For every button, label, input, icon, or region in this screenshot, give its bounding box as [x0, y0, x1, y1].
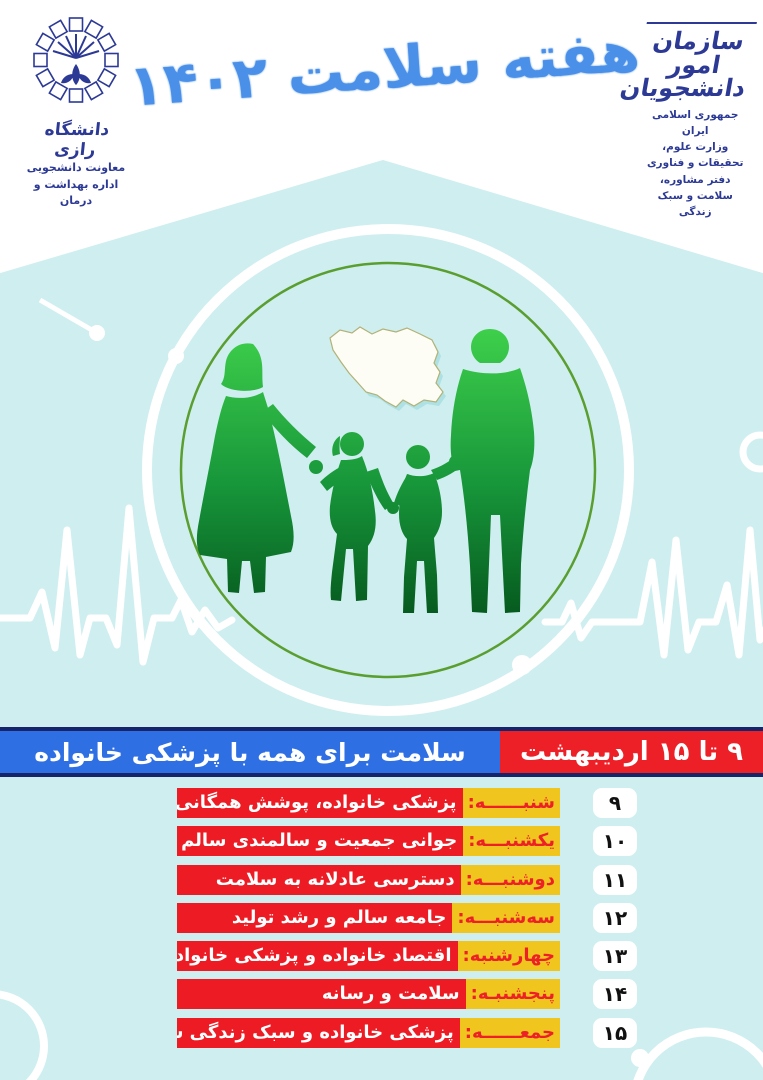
- schedule-row: ۱۱ دوشنبـــه: دسترسی عادلانه به سلامت: [177, 864, 637, 895]
- day-name: سه‌شنبـــه:: [452, 902, 560, 933]
- org-subtitle-3: دفتر مشاوره، سلامت و سبک زندگی: [657, 173, 733, 219]
- day-topic: پزشکی خانواده و سبک زندگی سالم: [177, 1017, 460, 1048]
- day-topic: اقتصاد خانواده و پزشکی خانواده: [177, 941, 458, 972]
- schedule-row: ۹ شنبــــــه: پزشکی خانواده، پوشش همگانی…: [177, 788, 637, 818]
- slogan-banner: سلامت برای همه با پزشکی خانواده ۹ تا ۱۵ …: [0, 727, 763, 777]
- day-number: ۱۲: [593, 902, 637, 933]
- razi-university-logo: دانشگاه رازی معاونت دانشجویی اداره بهداش…: [24, 14, 128, 210]
- schedule-row: ۱۳ چهارشنبه: اقتصاد خانواده و پزشکی خانو…: [177, 941, 637, 972]
- day-number: ۱۵: [593, 1017, 637, 1048]
- schedule-row: ۱۰ یکشنبـــه: جوانی جمعیت و سالمندی سالم: [177, 826, 637, 857]
- day-name: دوشنبـــه:: [460, 864, 560, 895]
- day-number: ۹: [593, 788, 637, 818]
- schedule-row: ۱۲ سه‌شنبـــه: جامعه سالم و رشد تولید: [177, 902, 637, 933]
- day-number: ۱۳: [593, 941, 637, 972]
- schedule-row: ۱۴ پنجشنبـه: سلامت و رسانه: [177, 979, 637, 1010]
- student-affairs-calligraphy: سازمان امور دانشجویان: [618, 22, 758, 102]
- day-number: ۱۱: [593, 864, 637, 895]
- green-circle-frame: [179, 261, 597, 679]
- day-name: پنجشنبـه:: [465, 979, 560, 1010]
- day-name: جمعــــــه:: [459, 1017, 560, 1048]
- day-topic: جوانی جمعیت و سالمندی سالم: [177, 826, 464, 857]
- day-topic: جامعه سالم و رشد تولید: [177, 902, 453, 933]
- razi-university-emblem-icon: [33, 17, 119, 103]
- day-topic: دسترسی عادلانه به سلامت: [177, 864, 461, 895]
- heartbeat-ekg-line: [0, 504, 763, 666]
- weekly-schedule: ۹ شنبــــــه: پزشکی خانواده، پوشش همگانی…: [177, 788, 637, 1048]
- banner-slogan: سلامت برای همه با پزشکی خانواده: [0, 731, 500, 773]
- day-topic: سلامت و رسانه: [177, 979, 466, 1010]
- day-name: شنبــــــه:: [462, 788, 560, 818]
- day-name: یکشنبـــه:: [463, 826, 560, 857]
- family-silhouette: [196, 329, 535, 613]
- university-subtitle-1: معاونت دانشجویی: [26, 161, 126, 174]
- org-subtitle-2: وزارت علوم، تحقیقات و فناوری: [646, 141, 744, 170]
- day-number: ۱۰: [593, 826, 637, 857]
- day-topic: پزشکی خانواده، پوشش همگانی سلامت: [177, 788, 463, 818]
- poster-title: هفته سلامت ۱۴۰۲: [126, 18, 642, 120]
- student-affairs-logo: سازمان امور دانشجویان جمهوری اسلامی ایرا…: [618, 14, 758, 220]
- schedule-row: ۱۵ جمعــــــه: پزشکی خانواده و سبک زندگی…: [177, 1017, 637, 1048]
- day-number: ۱۴: [593, 979, 637, 1010]
- university-subtitle-2: اداره بهداشت و درمان: [33, 177, 119, 208]
- day-name: چهارشنبه:: [457, 941, 560, 972]
- university-name: دانشگاه رازی: [43, 120, 111, 160]
- banner-dates: ۹ تا ۱۵ اردیبهشت: [500, 731, 763, 773]
- molecule-rings: [0, 224, 763, 1080]
- iran-map: [329, 326, 446, 411]
- header: دانشگاه رازی معاونت دانشجویی اداره بهداش…: [0, 0, 763, 235]
- org-subtitle-1: جمهوری اسلامی ایران: [651, 108, 739, 137]
